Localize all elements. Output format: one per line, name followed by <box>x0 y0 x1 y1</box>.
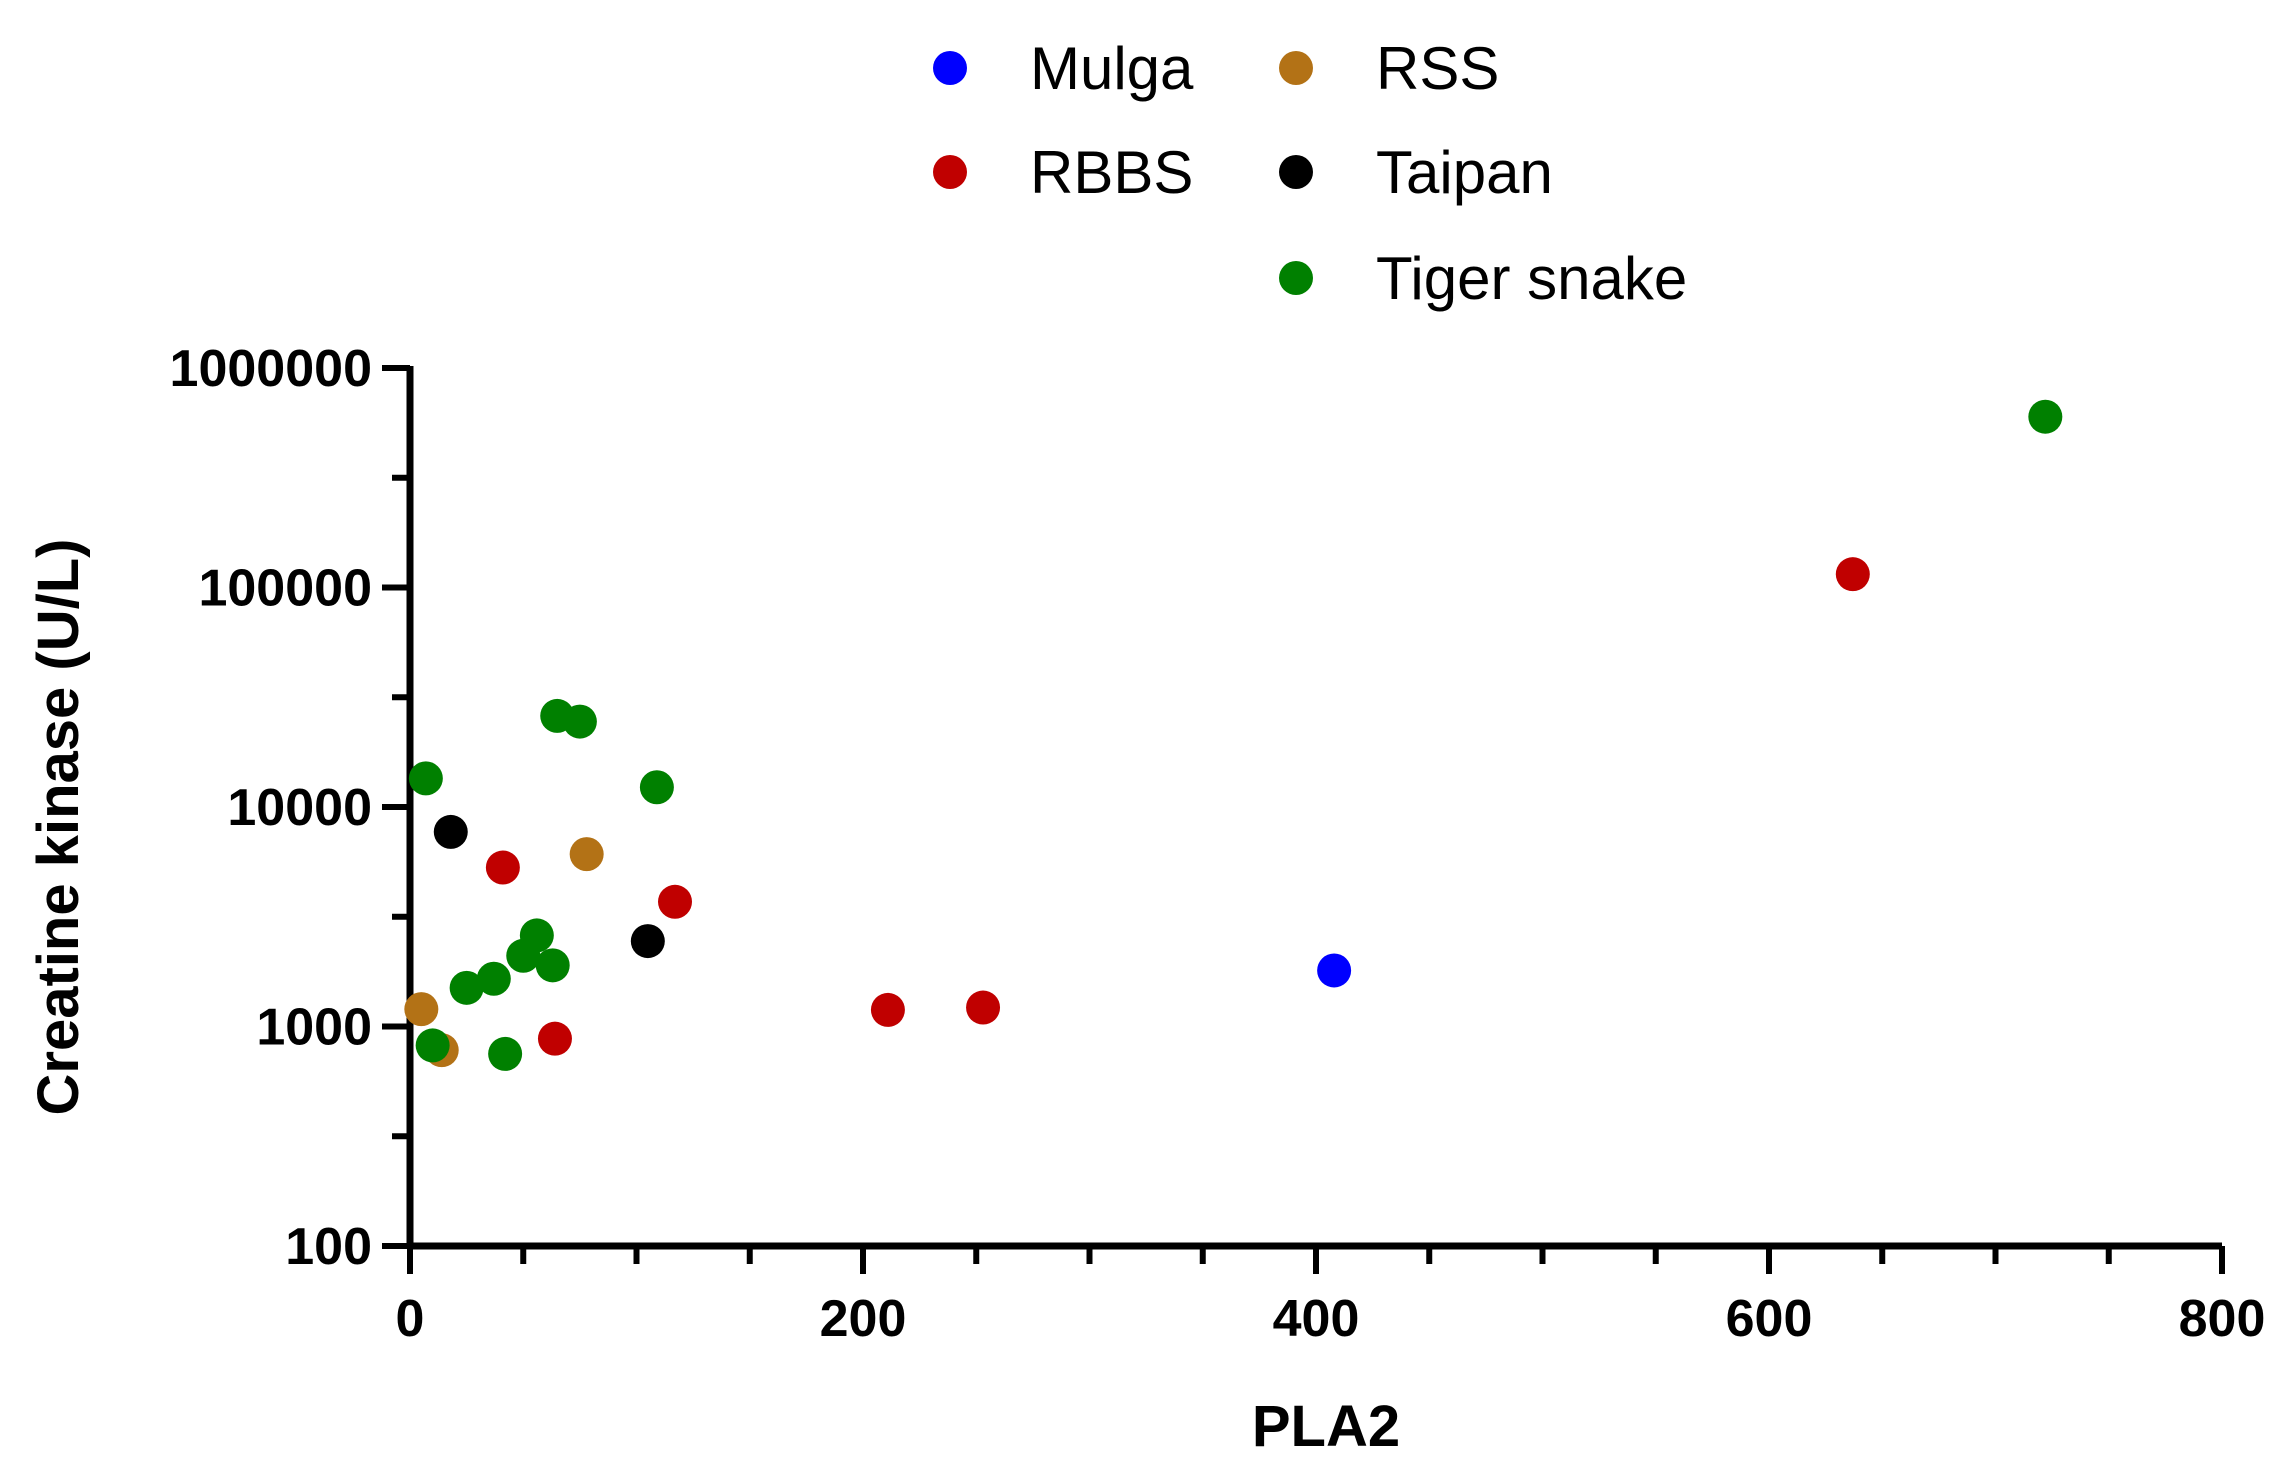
data-point-rbbs <box>658 884 693 919</box>
data-point-taipan <box>630 924 665 959</box>
legend-marker-mulga <box>933 51 967 85</box>
data-point-tiger-snake <box>488 1036 523 1071</box>
axes: 0 200 400 600 800 100 1000 10000 100000 1000000 PL… <box>26 340 2265 1459</box>
x-tick-label: 0 <box>396 1290 425 1348</box>
data-points <box>404 399 2063 1071</box>
data-point-tiger-snake <box>562 704 597 739</box>
data-point-mulga <box>1317 953 1352 988</box>
legend-item-rss: RSS <box>1279 35 1499 102</box>
legend-item-rbbs: RBBS <box>933 139 1193 206</box>
y-axis-title: Creatine kinase (U/L) <box>26 539 91 1116</box>
data-point-tiger-snake <box>2028 399 2063 434</box>
data-point-rbbs <box>485 850 520 885</box>
data-point-tiger-snake <box>476 961 511 996</box>
legend-marker-rss <box>1279 51 1313 85</box>
x-tick-label: 200 <box>820 1290 907 1348</box>
data-point-rbbs <box>966 990 1001 1025</box>
legend-label-rss: RSS <box>1376 35 1499 102</box>
legend: Mulga RSS RBBS Taipan Tiger snake <box>933 35 1687 312</box>
x-tick-label: 800 <box>2179 1290 2266 1348</box>
data-point-rss <box>569 837 604 872</box>
data-point-taipan <box>433 814 468 849</box>
x-tick-label: 600 <box>1726 1290 1813 1348</box>
data-point-tiger-snake <box>415 1028 450 1063</box>
legend-marker-rbbs <box>933 155 967 189</box>
legend-item-mulga: Mulga <box>933 35 1194 102</box>
legend-label-taipan: Taipan <box>1376 139 1553 206</box>
legend-label-tiger-snake: Tiger snake <box>1376 245 1687 312</box>
y-tick-label: 1000 <box>256 999 372 1057</box>
y-tick-label: 100000 <box>198 560 372 618</box>
legend-item-tiger-snake: Tiger snake <box>1279 245 1687 312</box>
data-point-rbbs <box>537 1021 572 1056</box>
data-point-tiger-snake <box>408 761 443 796</box>
data-point-tiger-snake <box>639 770 674 805</box>
legend-label-rbbs: RBBS <box>1030 139 1193 206</box>
data-point-tiger-snake <box>449 970 484 1005</box>
legend-label-mulga: Mulga <box>1030 35 1194 102</box>
legend-item-taipan: Taipan <box>1279 139 1553 206</box>
data-point-rbbs <box>870 992 905 1027</box>
data-point-tiger-snake <box>519 918 554 953</box>
x-axis-title: PLA2 <box>1252 1394 1400 1459</box>
data-point-rss <box>404 992 439 1027</box>
legend-marker-tiger-snake <box>1279 261 1313 295</box>
y-tick-label: 1000000 <box>170 340 372 398</box>
y-tick-label: 100 <box>285 1218 372 1276</box>
x-tick-label: 400 <box>1273 1290 1360 1348</box>
data-point-tiger-snake <box>535 948 570 983</box>
data-point-rbbs <box>1835 557 1870 592</box>
y-tick-label: 10000 <box>227 779 372 837</box>
legend-marker-taipan <box>1279 155 1313 189</box>
